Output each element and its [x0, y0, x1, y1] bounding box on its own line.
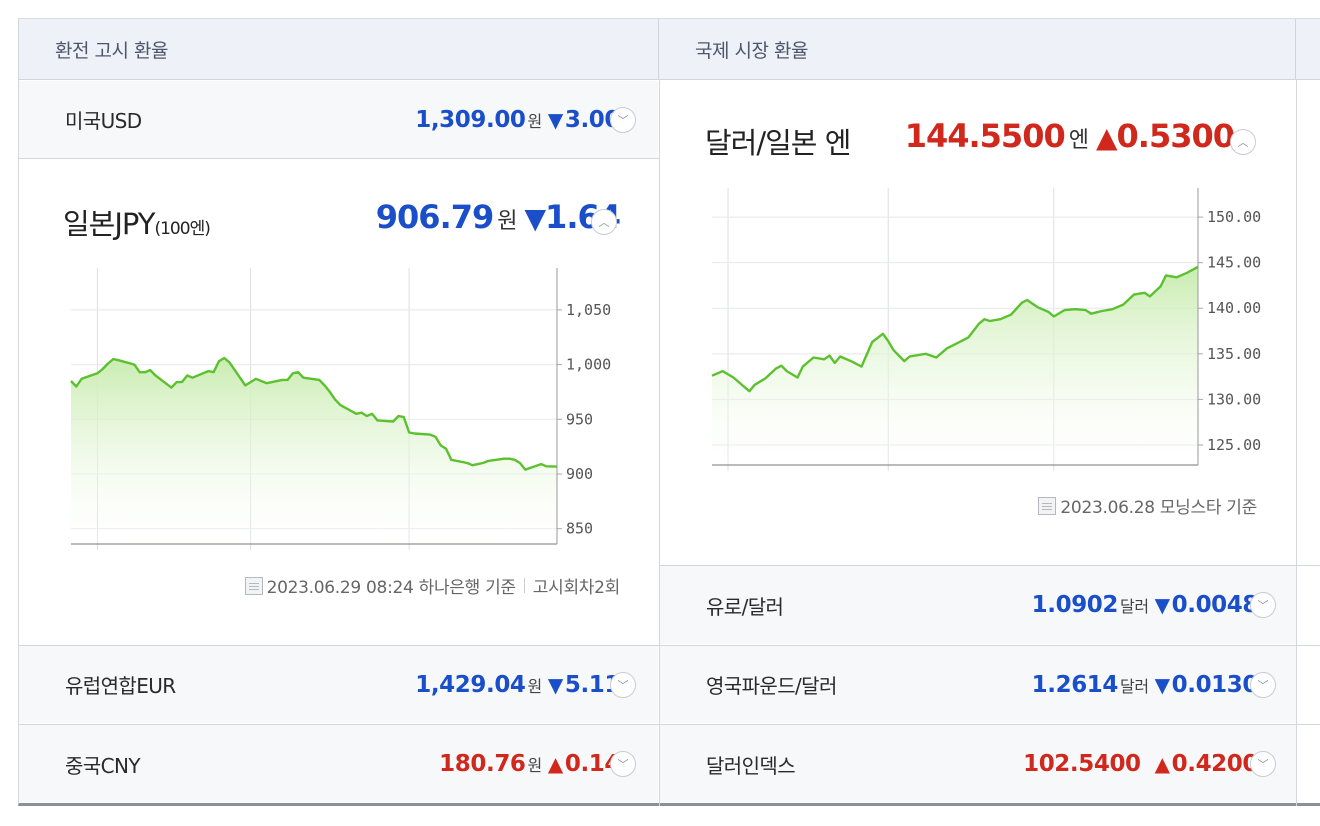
rate-value: 1,309.00	[415, 106, 526, 133]
document-icon	[1038, 496, 1057, 515]
down-arrow-icon: ▼	[1154, 672, 1170, 697]
tab-divider	[658, 19, 659, 80]
source-round: 고시회차2회	[532, 578, 621, 598]
chevron-up-icon[interactable]: ︿	[1230, 129, 1256, 155]
tab-international-market-rates[interactable]: 국제 시장 환율	[695, 40, 808, 62]
currency-name: 일본JPY	[63, 207, 155, 241]
rate-unit: 원	[527, 111, 543, 131]
y-tick-label: 950	[566, 410, 593, 428]
rate-change: 0.0130	[1171, 671, 1259, 698]
series-line	[70, 356, 558, 471]
rate-value: 1.2614	[1031, 671, 1119, 698]
down-arrow-icon: ▼	[547, 107, 563, 132]
tab-divider	[1295, 19, 1296, 80]
tab-bar: 환전 고시 환율 국제 시장 환율	[19, 18, 1320, 80]
pair-name: 달러/일본 엔	[705, 126, 851, 160]
y-tick-label: 145.00	[1207, 254, 1261, 272]
currency-row-cny[interactable]: 중국CNY 180.76 원 ▲ 0.14 ﹀	[19, 725, 658, 803]
pair-row-gbpusd[interactable]: 영국파운드/달러 1.2614 달러 ▼ 0.0130 ﹀	[660, 646, 1296, 723]
y-tick-label: 1,050	[566, 301, 611, 319]
currency-rate: 180.76 원 ▲ 0.14	[439, 751, 620, 777]
currency-name: 중국CNY	[65, 753, 141, 778]
down-arrow-icon: ▼	[547, 672, 563, 697]
y-tick-label: 1,000	[566, 356, 611, 374]
up-arrow-icon: ▲	[1095, 121, 1118, 154]
chevron-down-icon[interactable]: ﹀	[610, 751, 636, 777]
pair-name: 영국파운드/달러	[706, 674, 837, 698]
rate-value: 180.76	[439, 751, 526, 777]
pair-rate: 1.2614 달러 ▼ 0.0130	[1031, 671, 1259, 698]
y-tick-label: 850	[566, 520, 593, 538]
pair-rate: 102.5400 ▲ 0.4200	[1023, 751, 1258, 777]
currency-rate: 1,429.04 원 ▼ 5.11	[415, 672, 620, 698]
jpy-source-note: 2023.06.29 08:24 하나은행 기준 고시회차2회	[244, 573, 621, 598]
pair-rate: 1.0902 달러 ▼ 0.0048	[1031, 592, 1259, 618]
rate-unit: 원	[497, 209, 517, 234]
currency-row-usd[interactable]: 미국USD 1,309.00 원 ▼ 3.00 ﹀	[19, 81, 658, 158]
exchange-rate-widget: 환전 고시 환율 국제 시장 환율 미국USD 1,309.00 원 ▼ 3.0…	[18, 18, 1320, 806]
document-icon	[244, 576, 263, 595]
rate-value: 102.5400	[1023, 751, 1141, 777]
rate-value: 1,429.04	[415, 671, 526, 698]
column-divider	[659, 80, 660, 806]
rate-change: 0.4200	[1171, 751, 1259, 777]
pair-row-dollar-index[interactable]: 달러인덱스 102.5400 ▲ 0.4200 ﹀	[660, 725, 1296, 803]
currency-name: 유럽연합EUR	[65, 674, 176, 698]
pair-name: 달러인덱스	[706, 753, 796, 778]
y-tick-label: 135.00	[1207, 345, 1261, 363]
rate-unit: 달러	[1120, 676, 1149, 696]
y-tick-label: 900	[566, 465, 593, 483]
y-tick-label: 140.00	[1207, 299, 1261, 317]
row-divider	[660, 645, 1320, 646]
rate-value: 1.0902	[1031, 592, 1119, 618]
pair-name: 유로/달러	[706, 594, 784, 619]
series-line	[711, 265, 1199, 393]
chevron-up-icon[interactable]: ︿	[591, 209, 617, 235]
row-divider	[19, 645, 659, 646]
currency-rate: 1,309.00 원 ▼ 3.00	[415, 107, 620, 133]
row-divider	[660, 724, 1320, 725]
rate-value: 906.79	[375, 198, 494, 236]
up-arrow-icon: ▲	[547, 752, 563, 776]
text-divider	[523, 578, 525, 593]
rate-unit: 원	[527, 676, 543, 696]
chevron-down-icon[interactable]: ﹀	[610, 106, 636, 133]
rate-unit: 달러	[1120, 597, 1149, 616]
jpy-panel-rate: 906.79 원 ▼ 1.64	[375, 198, 621, 236]
row-divider	[660, 565, 1320, 566]
series-area	[71, 358, 557, 544]
rate-value: 144.5500	[904, 117, 1066, 155]
usdjpy-source-note: 2023.06.28 모닝스타 기준	[1038, 493, 1257, 518]
chevron-down-icon[interactable]: ﹀	[1250, 671, 1276, 698]
source-date: 2023.06.29 08:24 하나은행 기준	[266, 578, 516, 598]
down-arrow-icon: ▼	[524, 202, 547, 235]
usdjpy-rate-chart: 04/0105/0106/01150.00145.00140.00135.001…	[711, 188, 1261, 471]
currency-row-eur[interactable]: 유럽연합EUR 1,429.04 원 ▼ 5.11 ﹀	[19, 646, 658, 723]
right-edge-divider	[1296, 80, 1297, 806]
row-divider	[19, 158, 659, 159]
rate-change: 0.0048	[1171, 592, 1259, 618]
down-arrow-icon: ▼	[1154, 593, 1170, 617]
y-tick-label: 150.00	[1207, 208, 1261, 226]
source-date: 2023.06.28 모닝스타 기준	[1060, 498, 1257, 518]
tab-exchange-notice-rates[interactable]: 환전 고시 환율	[55, 40, 168, 62]
currency-name-suffix: (100엔)	[154, 219, 210, 239]
usdjpy-panel-header: 달러/일본 엔	[705, 120, 851, 162]
chevron-down-icon[interactable]: ﹀	[1250, 751, 1276, 777]
jpy-panel-header: 일본JPY (100엔)	[63, 201, 211, 243]
up-arrow-icon: ▲	[1154, 752, 1170, 776]
series-area	[712, 266, 1198, 465]
usdjpy-panel-rate: 144.5500 엔 ▲ 0.5300	[904, 117, 1235, 155]
chevron-down-icon[interactable]: ﹀	[610, 671, 636, 698]
rate-unit: 엔	[1068, 128, 1089, 153]
rate-unit: 원	[527, 756, 543, 775]
rate-change: 0.5300	[1116, 117, 1235, 155]
currency-name: 미국USD	[65, 109, 142, 133]
y-tick-label: 130.00	[1207, 390, 1261, 408]
row-divider	[19, 724, 659, 725]
y-tick-label: 125.00	[1207, 436, 1261, 454]
pair-row-eurusd[interactable]: 유로/달러 1.0902 달러 ▼ 0.0048 ﹀	[660, 566, 1296, 644]
chevron-down-icon[interactable]: ﹀	[1250, 592, 1276, 618]
